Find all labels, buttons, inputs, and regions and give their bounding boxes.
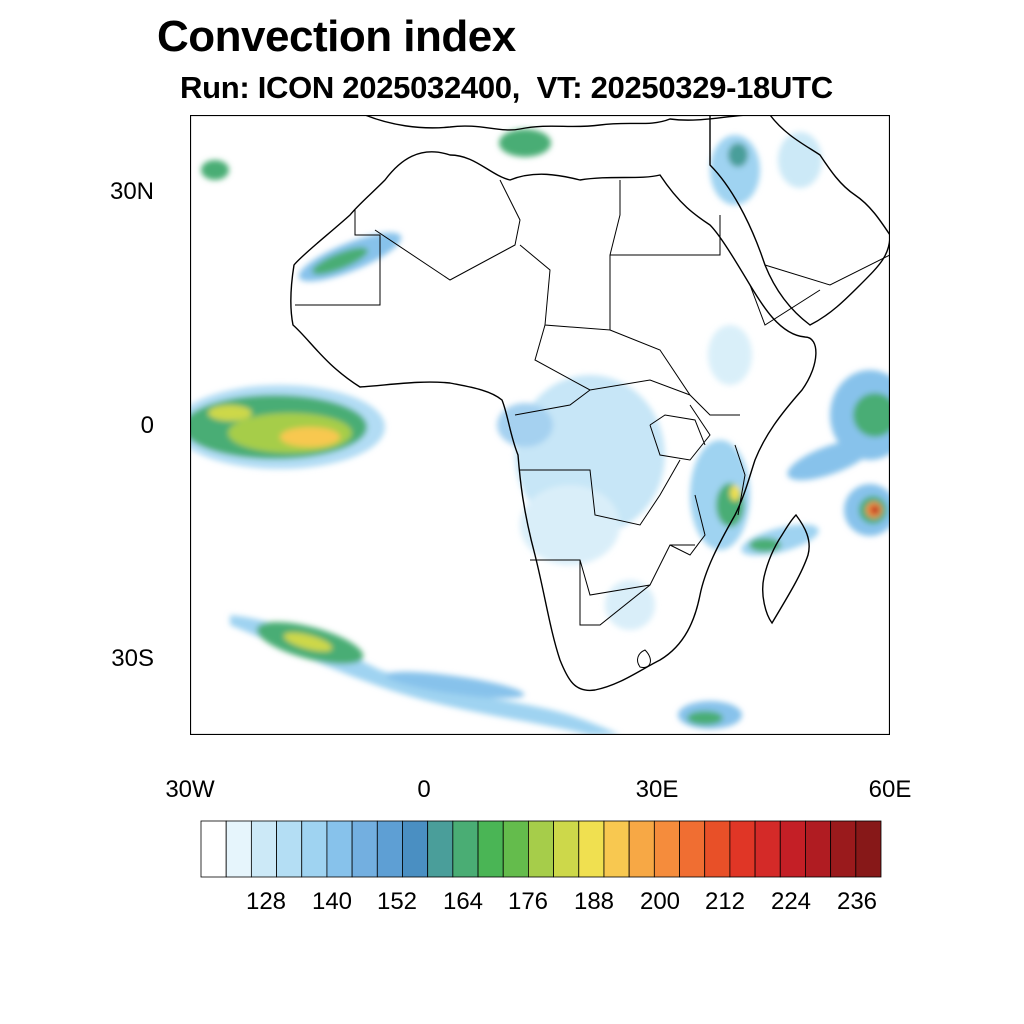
field-south-coast xyxy=(678,701,742,729)
field-south-atlantic-band xyxy=(230,615,620,735)
border-line xyxy=(637,649,651,669)
field-patch xyxy=(497,403,553,447)
colorbar-swatch xyxy=(754,820,781,878)
border-line xyxy=(579,544,695,626)
convection-map xyxy=(190,115,890,735)
colorbar-swatch xyxy=(502,820,529,878)
field-patch xyxy=(201,160,229,180)
colorbar-swatch xyxy=(855,820,882,878)
colorbar-swatch xyxy=(301,820,328,878)
colorbar-swatch xyxy=(578,820,605,878)
field-patch xyxy=(853,393,890,437)
colorbar-label: 128 xyxy=(245,888,287,915)
field-patch xyxy=(520,485,620,565)
country-borders xyxy=(295,179,890,669)
colorbar-swatch xyxy=(276,820,303,878)
coastlines xyxy=(290,115,890,692)
lon-label-0: 0 xyxy=(417,776,431,803)
colorbar-label: 176 xyxy=(507,888,549,915)
africa-coastline xyxy=(290,151,817,692)
chart-title: Convection index xyxy=(157,12,516,61)
border-line xyxy=(374,179,521,281)
border-line xyxy=(749,284,821,326)
field-tropical-cyclone xyxy=(830,370,890,536)
field-patch xyxy=(605,580,655,630)
europe-coastline xyxy=(364,115,751,131)
colorbar-swatch xyxy=(729,820,756,878)
colorbar-label: 236 xyxy=(836,888,878,915)
field-central-africa xyxy=(497,325,752,630)
field-patch xyxy=(778,132,822,188)
field-mediterranean xyxy=(499,129,822,205)
madagascar-coastline xyxy=(762,513,810,625)
colorbar-swatch xyxy=(528,820,555,878)
field-east-africa xyxy=(690,439,873,556)
colorbar-swatch xyxy=(779,820,806,878)
colorbar-swatch xyxy=(805,820,832,878)
field-patch xyxy=(208,405,252,421)
colorbar-swatch xyxy=(477,820,504,878)
chart-subtitle: Run: ICON 2025032400, VT: 20250329-18UTC xyxy=(180,70,833,105)
colorbar-label: 152 xyxy=(376,888,418,915)
border-line xyxy=(295,210,381,306)
colorbar-label: 140 xyxy=(311,888,353,915)
border-line xyxy=(514,389,591,416)
colorbar-swatch xyxy=(326,820,353,878)
colorbar-swatch xyxy=(351,820,378,878)
colorbar-swatch xyxy=(679,820,706,878)
border-line xyxy=(649,404,711,461)
field-equatorial-atlantic xyxy=(190,385,385,469)
border-line xyxy=(649,414,706,446)
field-patch xyxy=(730,485,740,501)
border-line xyxy=(734,444,746,516)
lon-label-60e: 60E xyxy=(868,776,912,803)
border-line xyxy=(530,559,651,596)
field-patch xyxy=(749,538,781,552)
colorbar-swatches xyxy=(200,820,882,878)
field-west-africa xyxy=(201,160,402,282)
border-line xyxy=(764,254,890,286)
field-patch xyxy=(871,506,879,514)
lat-label-0: 0 xyxy=(140,412,154,439)
border-line xyxy=(609,329,740,416)
lat-label-30s: 30S xyxy=(111,645,154,672)
colorbar-swatch xyxy=(553,820,580,878)
lon-label-30e: 30E xyxy=(635,776,679,803)
lat-label-30n: 30N xyxy=(109,178,154,205)
colorbar-swatch xyxy=(225,820,252,878)
colorbar-swatch xyxy=(250,820,277,878)
colorbar-label: 188 xyxy=(573,888,615,915)
field-patch xyxy=(385,671,525,699)
colorbar-swatch xyxy=(603,820,630,878)
colorbar-label: 200 xyxy=(639,888,681,915)
border-line xyxy=(520,459,681,526)
colorbar-swatch xyxy=(653,820,680,878)
colorbar-swatch xyxy=(830,820,857,878)
colorbar-label: 164 xyxy=(442,888,484,915)
colorbar-swatch xyxy=(200,820,227,878)
field-patch xyxy=(280,427,340,447)
convection-field xyxy=(190,129,890,735)
field-patch xyxy=(499,129,551,157)
colorbar-swatch xyxy=(628,820,655,878)
colorbar-swatch xyxy=(704,820,731,878)
map-frame xyxy=(190,115,890,735)
colorbar xyxy=(200,820,882,878)
border-line xyxy=(610,215,721,256)
border-line xyxy=(669,494,706,556)
colorbar-swatch xyxy=(427,820,454,878)
field-patch xyxy=(312,247,368,275)
lon-label-30w: 30W xyxy=(165,776,215,803)
field-patch xyxy=(687,711,723,725)
colorbar-label: 212 xyxy=(704,888,746,915)
colorbar-swatch xyxy=(376,820,403,878)
field-patch xyxy=(708,325,752,385)
field-patch xyxy=(728,143,748,167)
colorbar-swatch xyxy=(402,820,429,878)
colorbar-label: 224 xyxy=(770,888,812,915)
colorbar-swatch xyxy=(452,820,479,878)
field-patch xyxy=(283,632,333,652)
